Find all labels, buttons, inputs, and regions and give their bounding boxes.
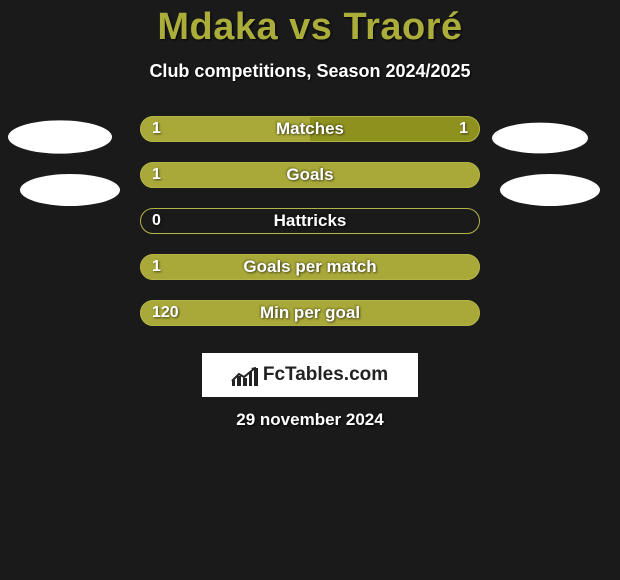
- stat-row: Min per goal120: [0, 300, 620, 326]
- logo-chart-icon: [232, 364, 258, 386]
- stat-bar-left: [140, 254, 480, 280]
- page-title: Mdaka vs Traoré: [0, 0, 620, 49]
- stat-row: Matches11: [0, 116, 620, 142]
- stat-bar-right: [310, 116, 480, 142]
- stat-value-left: 1: [152, 254, 161, 280]
- stat-bar-track: [140, 116, 480, 142]
- stat-value-right: 1: [459, 116, 468, 142]
- stat-bar-left: [140, 116, 310, 142]
- date-text: 29 november 2024: [0, 410, 620, 430]
- stat-bar-track: [140, 162, 480, 188]
- stat-bar-track: [140, 254, 480, 280]
- stat-bar-track: [140, 208, 480, 234]
- logo-text: FcTables.com: [263, 364, 388, 386]
- site-logo: FcTables.com: [202, 353, 418, 397]
- subtitle: Club competitions, Season 2024/2025: [0, 61, 620, 82]
- stat-value-left: 1: [152, 162, 161, 188]
- stat-value-left: 1: [152, 116, 161, 142]
- stat-row: Goals1: [0, 162, 620, 188]
- stat-row: Goals per match1: [0, 254, 620, 280]
- stat-value-left: 0: [152, 208, 161, 234]
- stat-bar-left: [140, 300, 480, 326]
- stat-bar-left: [140, 162, 480, 188]
- stat-value-left: 120: [152, 300, 179, 326]
- comparison-infographic: Mdaka vs Traoré Club competitions, Seaso…: [0, 0, 620, 580]
- stat-row: Hattricks0: [0, 208, 620, 234]
- stat-bar-track: [140, 300, 480, 326]
